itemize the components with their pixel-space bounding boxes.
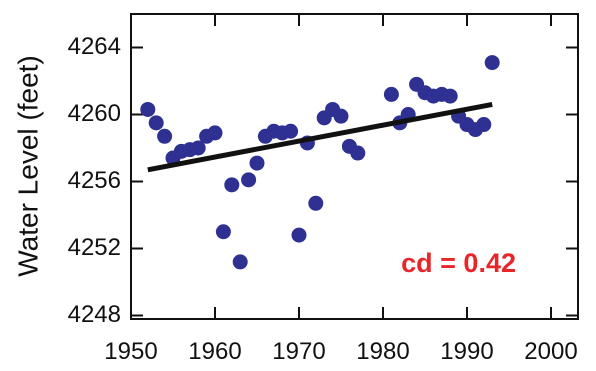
data-point	[224, 177, 240, 193]
plot-frame	[130, 13, 579, 320]
x-tick-label: 1990	[440, 338, 493, 365]
data-point	[333, 108, 349, 124]
data-point	[291, 227, 307, 243]
data-point	[140, 101, 156, 117]
y-tick-label: 4264	[68, 33, 121, 60]
x-tick-label: 1970	[272, 338, 325, 365]
data-points	[140, 55, 500, 270]
data-point	[249, 155, 265, 171]
y-tick-label: 4256	[68, 167, 121, 194]
data-point	[283, 123, 299, 139]
tick-marks	[131, 14, 578, 319]
data-point	[215, 224, 231, 240]
data-point	[308, 195, 324, 211]
y-tick-label: 4248	[68, 301, 121, 328]
data-point	[484, 55, 500, 71]
y-tick-label: 4260	[68, 100, 121, 127]
data-point	[476, 117, 492, 133]
data-point	[383, 86, 399, 102]
tick-labels: 1950 1960 1970 1980 1990 2000 4248 4252 4256 4260…	[68, 33, 578, 365]
data-point	[148, 115, 164, 131]
y-tick-label: 4252	[68, 234, 121, 261]
trend-line	[147, 101, 493, 173]
x-tick-label: 1980	[356, 338, 409, 365]
data-point	[157, 128, 173, 144]
x-tick-label: 1960	[188, 338, 241, 365]
cd-annotation: cd = 0.42	[401, 248, 516, 278]
x-tick-label: 2000	[524, 338, 577, 365]
data-point	[207, 125, 223, 141]
y-axis-label: Water Level (feet)	[12, 55, 43, 276]
data-point	[442, 88, 458, 104]
data-point	[232, 254, 248, 270]
data-point	[241, 172, 257, 188]
x-tick-label: 1950	[104, 338, 157, 365]
data-point	[190, 140, 206, 156]
data-point	[350, 145, 366, 161]
